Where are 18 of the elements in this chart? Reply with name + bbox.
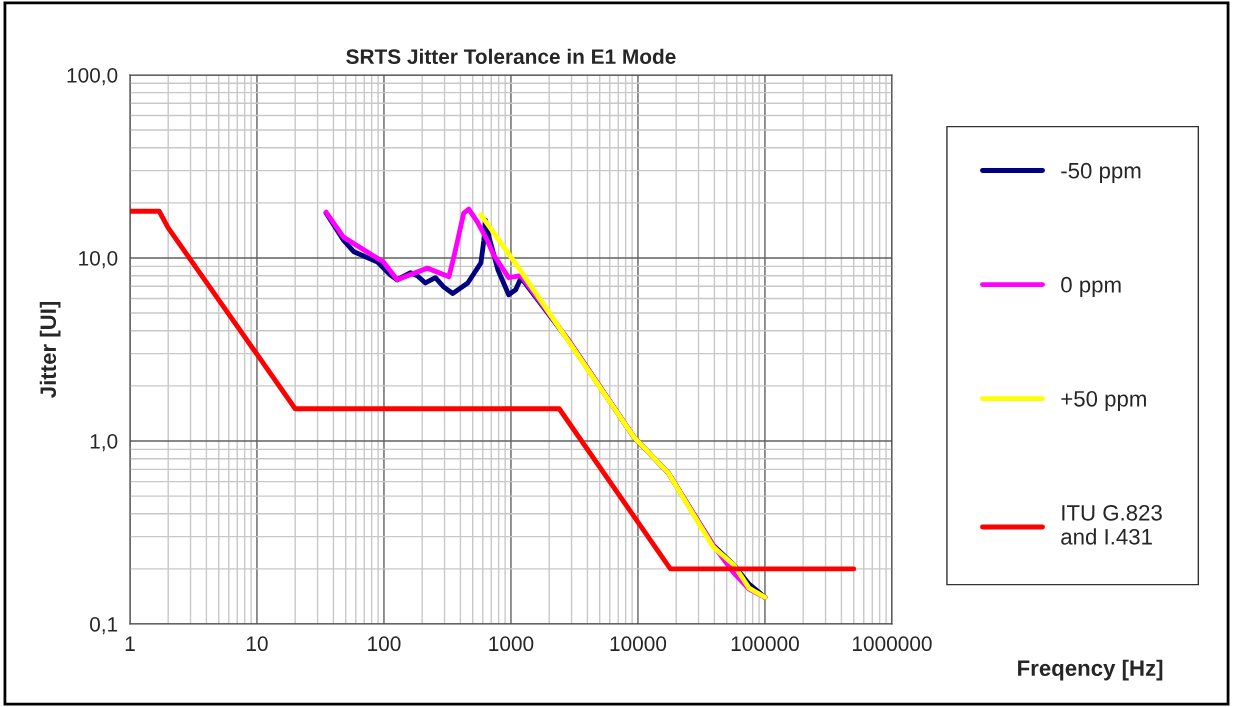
y-tick-label: 10,0 [79, 250, 118, 269]
legend-label: 0 ppm [1061, 276, 1121, 297]
y-axis-title: Jitter [UI] [39, 301, 61, 398]
legend-label: +50 ppm [1061, 390, 1146, 412]
x-tick-label: 10 [246, 636, 268, 652]
x-tick-label: 1 [125, 636, 135, 651]
legend-label: ITU G.823 and I.431 [1061, 504, 1162, 545]
x-tick-label: 100000 [731, 636, 799, 652]
legend-label: -50 ppm [1061, 162, 1141, 183]
y-tick-label: 1,0 [90, 433, 118, 452]
y-tick-label: 0,1 [90, 617, 118, 635]
chart-title: SRTS Jitter Tolerance in E1 Mode [346, 48, 676, 65]
x-tick-label: 1000000 [852, 636, 932, 652]
x-tick-label: 1000 [489, 636, 534, 652]
x-axis-title: Freqency [Hz] [1018, 659, 1163, 681]
x-tick-label: 10000 [610, 636, 667, 652]
x-tick-label: 100 [368, 636, 401, 652]
y-tick-label: 100,0 [67, 67, 118, 86]
